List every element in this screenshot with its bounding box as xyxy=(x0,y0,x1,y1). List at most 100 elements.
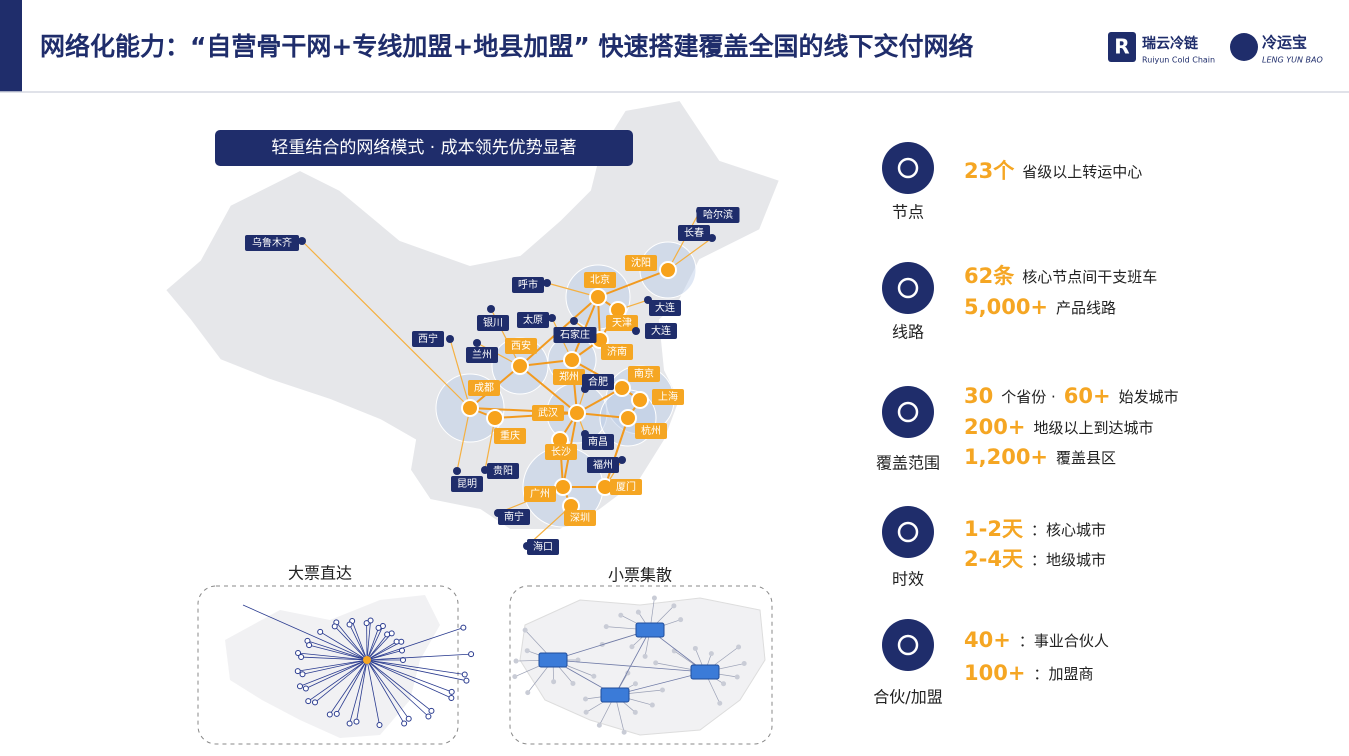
inset-node xyxy=(299,671,306,678)
inset-node xyxy=(632,709,638,715)
inset-spoke xyxy=(349,624,368,661)
inset-node xyxy=(591,673,597,679)
logo-subtitle: LENG YUN BAO xyxy=(1262,56,1323,65)
inset-trunk xyxy=(614,629,651,696)
logo-mark xyxy=(1108,32,1136,62)
inset-node xyxy=(659,687,665,693)
metric-label: 线路 xyxy=(892,323,924,342)
inset-node xyxy=(671,648,677,654)
inset-spoke xyxy=(242,604,368,661)
inset-spoke xyxy=(366,659,452,693)
metric-text: ：加盟商 xyxy=(1033,665,1093,683)
inset-node xyxy=(461,671,468,678)
inset-node xyxy=(596,722,602,728)
metric-line: 23个 省级以上转运中心 xyxy=(964,159,1142,183)
city-dot xyxy=(453,467,461,475)
hub-label: 厦门 xyxy=(616,480,636,493)
hub-dot xyxy=(589,288,607,306)
inset-trunk xyxy=(614,671,706,696)
inset-node xyxy=(551,679,557,685)
metric-line: 62条 核心节点间干支班车 xyxy=(964,264,1157,288)
inset-spoke xyxy=(329,659,368,715)
inset-spoke xyxy=(319,631,368,661)
inset-spoke xyxy=(366,641,402,661)
city-dot xyxy=(618,456,626,464)
inset-node xyxy=(331,623,338,630)
hub-tag xyxy=(652,389,684,405)
city-label: 兰州 xyxy=(472,348,492,361)
inset-node xyxy=(575,657,581,663)
inset-node xyxy=(583,696,589,702)
direct-inset xyxy=(225,595,475,738)
inset-spoke xyxy=(366,653,472,661)
city-tag xyxy=(466,347,498,363)
logo-letter: R xyxy=(1114,35,1129,59)
hub-dot xyxy=(631,391,649,409)
inset-spoke xyxy=(299,659,368,687)
metric-value: 2-4天 xyxy=(964,547,1024,571)
inset-map xyxy=(225,595,440,738)
metric-icon-glyph xyxy=(897,634,919,656)
metric-value: 1-2天 xyxy=(964,517,1024,541)
inset-spoke xyxy=(308,659,368,702)
inset-node xyxy=(346,720,353,727)
inset-node xyxy=(393,638,400,645)
city-dot xyxy=(632,327,640,335)
inset-node xyxy=(635,609,641,615)
inset-node xyxy=(363,620,370,627)
inset-spoke xyxy=(366,659,405,724)
inset-node xyxy=(741,661,747,667)
inset-node xyxy=(621,729,627,735)
city-label: 呼市 xyxy=(518,278,538,291)
metric-text: 核心节点间干支班车 xyxy=(1022,268,1157,286)
city-label: 长春 xyxy=(684,227,704,239)
hub-dot xyxy=(619,409,637,427)
city-tag xyxy=(527,539,559,555)
metric-value: 23个 xyxy=(964,159,1015,183)
metric-value: 5,000+ xyxy=(964,295,1048,319)
metric-line: 40+ ：事业合伙人 xyxy=(964,628,1109,652)
logo-mark xyxy=(1230,33,1258,61)
city-label: 哈尔滨 xyxy=(703,208,733,221)
metric-value: 62条 xyxy=(964,264,1015,288)
inset-node xyxy=(736,644,742,650)
inset-title: 大票直达 xyxy=(288,564,352,583)
inset-spoke xyxy=(314,659,368,703)
city-label: 西宁 xyxy=(418,332,438,345)
inset-node xyxy=(346,621,353,628)
title: 网络化能力：“自营骨干网+专线加盟+地县加盟” 快速搭建覆盖全国的线下交付网络 xyxy=(40,32,973,61)
hub-label: 郑州 xyxy=(559,370,579,383)
inset-node xyxy=(425,713,432,720)
metric-line: 1,200+ 覆盖县区 xyxy=(964,445,1116,469)
inset-node xyxy=(734,674,740,680)
inset-spoke xyxy=(366,659,380,726)
inset-spoke xyxy=(307,640,368,661)
hub-label: 南京 xyxy=(634,367,654,380)
hub-label: 天津 xyxy=(612,317,632,329)
inset-spoke xyxy=(301,656,368,661)
city-dot xyxy=(548,314,556,322)
inset-node xyxy=(298,654,305,661)
city-label: 大连 xyxy=(655,301,675,314)
city-tag xyxy=(587,457,619,473)
inset-node xyxy=(353,718,360,725)
metric-label: 覆盖范围 xyxy=(876,454,940,473)
city-tag xyxy=(582,374,614,390)
hub-tag xyxy=(505,338,537,354)
hub-dot xyxy=(613,379,631,397)
inset-node xyxy=(671,603,677,609)
inset-node xyxy=(312,699,319,706)
inset-title: 小票集散 xyxy=(608,566,672,585)
hub-dot xyxy=(554,478,572,496)
metric-text: 产品线路 xyxy=(1056,299,1116,317)
city-label: 南昌 xyxy=(588,435,608,448)
hub-label: 成都 xyxy=(474,382,494,394)
metric-text: 个省份 · xyxy=(1001,388,1056,406)
metric-value: 100+ xyxy=(964,661,1025,685)
logo-subtitle: Ruiyun Cold Chain xyxy=(1142,56,1215,65)
city-tag xyxy=(487,463,519,479)
city-label: 大连 xyxy=(651,324,671,337)
inset-node xyxy=(326,711,333,718)
hub-tag xyxy=(564,510,596,526)
